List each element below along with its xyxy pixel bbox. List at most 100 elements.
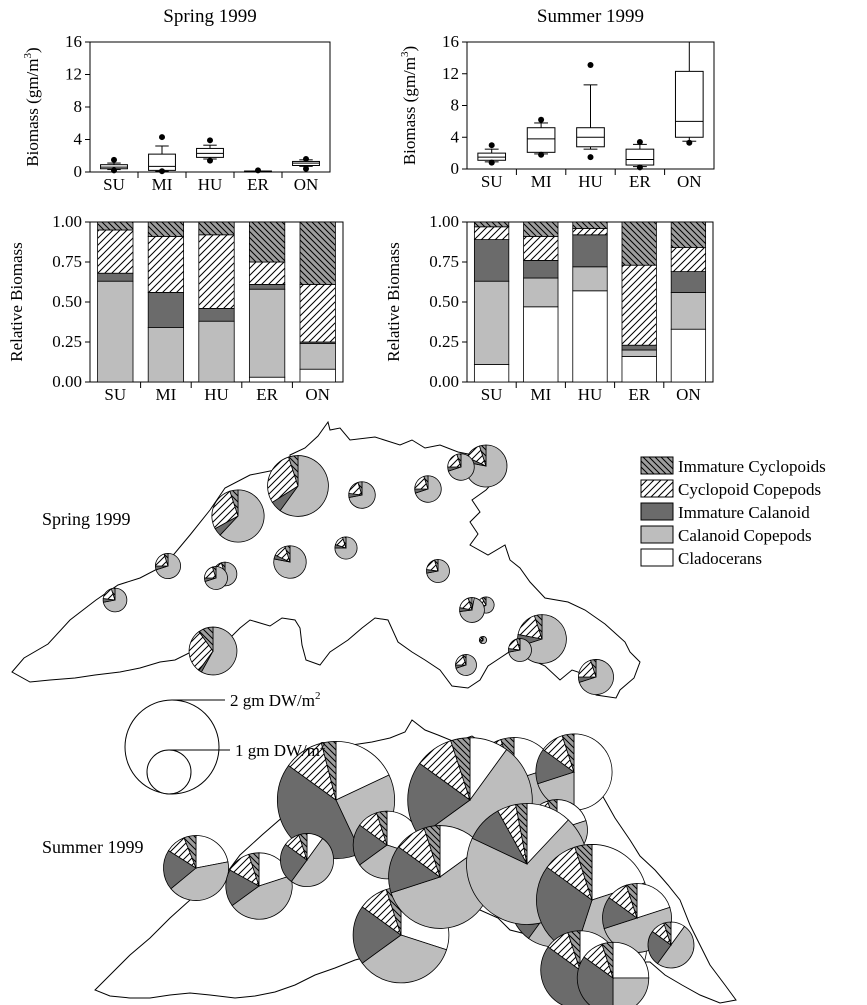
pie-slice	[533, 614, 543, 640]
x-tick-label: ER	[629, 172, 651, 191]
bar-segment	[248, 376, 286, 383]
bar-segment	[248, 261, 286, 285]
outlier-point	[488, 159, 495, 166]
y-tick-label: 1.00	[52, 212, 82, 231]
pie-slice	[567, 930, 581, 971]
bar-segment	[248, 221, 286, 263]
y-axis-label: Biomass (gm/m3)	[399, 46, 419, 165]
box	[674, 70, 704, 138]
pie-slice	[273, 545, 307, 579]
pie-slice	[284, 545, 291, 563]
bar-segment	[198, 221, 235, 236]
pie-slice	[267, 456, 299, 503]
pie-slice	[211, 490, 239, 530]
pie-slice	[183, 835, 197, 869]
bar-segment	[248, 288, 286, 378]
bar-segment	[299, 343, 336, 370]
pie-slice	[388, 846, 441, 894]
size-key-large-label: 2 gm DW/m2	[230, 690, 321, 710]
box	[148, 153, 176, 171]
legend-label: Immature Calanoid	[678, 503, 810, 522]
outlier-point	[159, 168, 165, 175]
pie-slice	[647, 930, 672, 965]
y-tick-label: 12	[65, 65, 82, 84]
pie-slice	[625, 883, 638, 919]
bar-chart-spring: 0.00 0.25 0.50 0.75 1.00 SU MI HU ER ON Relative B…	[7, 212, 344, 404]
pie-slice	[320, 740, 337, 801]
outlier-point	[255, 167, 261, 174]
bar-segment	[621, 264, 657, 346]
pie-slice	[450, 737, 471, 801]
pie-slice	[601, 941, 614, 979]
size-key: 2 gm DW/m2 1 gm DW/m2	[124, 690, 326, 795]
box-chart-summer: 0 4 8 12 16 SU MI HU ER ON Summer 1999 Biomass (gm/…	[399, 6, 715, 191]
pie-slice	[188, 631, 214, 671]
pie-slice	[163, 850, 197, 890]
bar-segment	[523, 277, 559, 308]
legend-label: Cladocerans	[678, 549, 762, 568]
bar-segment	[97, 229, 134, 274]
y-tick-label: 16	[65, 32, 82, 51]
legend-swatch	[640, 548, 674, 567]
pie-slice	[170, 861, 229, 901]
bar-segment	[97, 221, 134, 231]
y-axis-label-end: )	[400, 46, 419, 52]
bar-segment	[523, 259, 559, 279]
pie-slice	[198, 626, 214, 653]
y-tick-label: 8	[74, 97, 83, 116]
pie-slice	[480, 635, 484, 642]
y-axis-label: Relative Biomass	[384, 242, 403, 361]
y-tick-label: 0.00	[429, 372, 459, 391]
y-tick-label: 0.00	[52, 372, 82, 391]
x-tick-label: SU	[481, 385, 503, 404]
pie-slice	[561, 733, 575, 773]
bar-segment	[670, 328, 707, 383]
x-tick-label: ER	[247, 175, 269, 194]
pie-slice	[423, 825, 441, 878]
pie-slice	[195, 835, 229, 869]
pie-slice	[211, 566, 217, 579]
y-axis-label-sup: 3	[22, 53, 34, 59]
outlier-point	[159, 134, 165, 141]
bar-segment	[621, 344, 657, 351]
pie-slice	[456, 453, 462, 468]
bar-segment	[523, 221, 559, 237]
outlier-point	[538, 116, 545, 123]
outlier-point	[538, 151, 545, 158]
bar-segment	[670, 291, 707, 330]
bar-segment	[523, 306, 559, 383]
legend-swatch	[640, 502, 674, 521]
x-tick-label: HU	[204, 385, 229, 404]
x-tick-label: HU	[198, 175, 223, 194]
pie-slice	[288, 455, 299, 487]
x-tick-label: MI	[152, 175, 173, 194]
pie-slice	[280, 843, 308, 883]
outlier-point	[636, 164, 643, 171]
box	[526, 127, 556, 153]
bar-segment	[670, 271, 707, 293]
x-tick-label: ON	[676, 385, 701, 404]
y-axis-label: Relative Biomass	[7, 242, 26, 361]
pie-slice	[298, 833, 308, 861]
x-tick-label: SU	[481, 172, 503, 191]
pie-slice	[612, 941, 650, 979]
bar-segment	[147, 235, 185, 293]
outlier-point	[207, 137, 213, 144]
bar-segment	[572, 221, 608, 229]
x-tick-label: ER	[628, 385, 650, 404]
x-tick-label: ON	[294, 175, 319, 194]
bar-segment	[621, 221, 657, 266]
bar-segment	[621, 355, 657, 383]
bar-segment	[248, 283, 286, 290]
x-tick-label: MI	[531, 172, 552, 191]
bar-segment	[670, 247, 707, 273]
y-tick-label: 1.00	[429, 212, 459, 231]
bar-segment	[198, 320, 235, 383]
pie-slice	[352, 906, 402, 964]
bar-segment	[299, 221, 336, 285]
y-tick-label: 4	[451, 127, 460, 146]
bar-segment	[572, 266, 608, 292]
pie-slice	[515, 803, 528, 865]
x-tick-label: MI	[156, 385, 177, 404]
pie-slice	[656, 925, 695, 969]
